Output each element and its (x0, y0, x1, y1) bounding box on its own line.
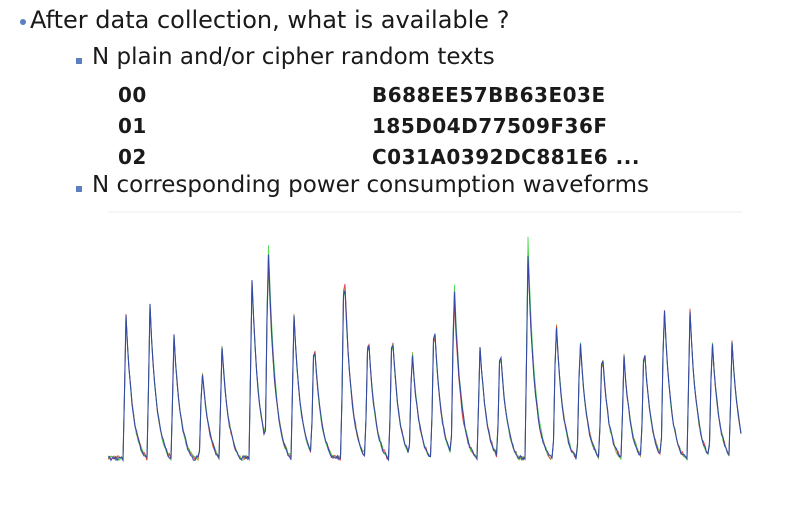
text-index: 00 (118, 83, 147, 107)
sub-bullet-square (76, 58, 82, 64)
sub-bullet-square (76, 186, 82, 192)
bullet-dot (20, 19, 26, 25)
waveform-trace-4 (108, 254, 742, 463)
text-hex-value: C031A0392DC881E6 ... (372, 145, 640, 169)
plot-background (108, 208, 742, 480)
text-index: 01 (118, 114, 147, 138)
power-waveform-plot (108, 208, 742, 480)
sub-bullet-text-waveforms: N corresponding power consumption wavefo… (92, 172, 649, 198)
text-index: 02 (118, 145, 147, 169)
sub-bullet-text-random-texts: N plain and/or cipher random texts (92, 44, 495, 70)
bullet-text-data-collection: After data collection, what is available… (30, 6, 510, 34)
waveform-traces (108, 236, 742, 463)
text-hex-value: 185D04D77509F36F (372, 114, 608, 138)
text-hex-value: B688EE57BB63E03E (372, 83, 606, 107)
